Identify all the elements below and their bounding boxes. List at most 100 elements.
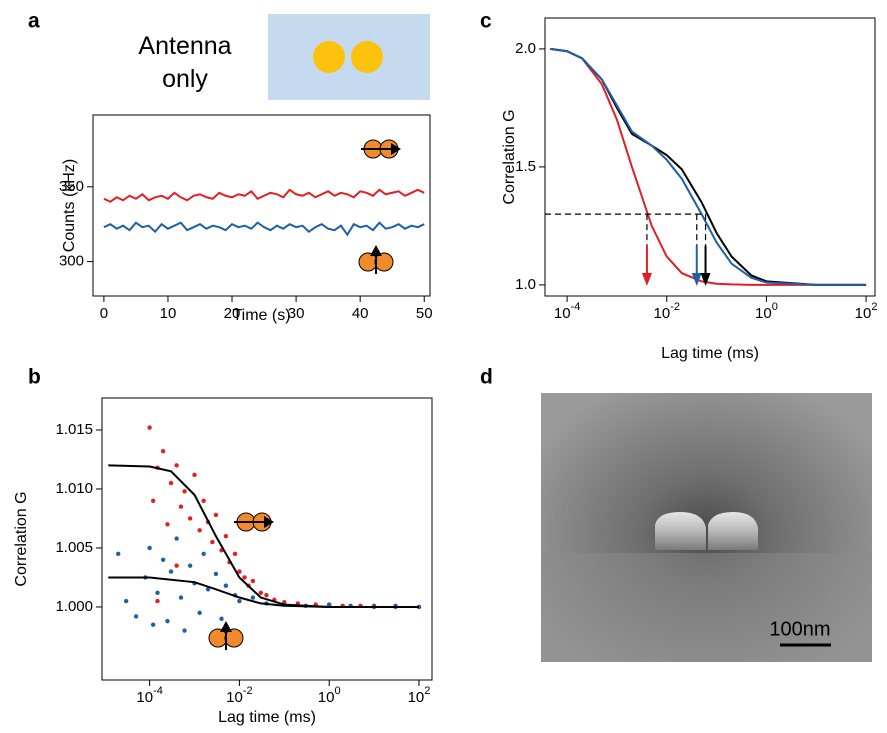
point	[213, 571, 219, 577]
sem-particle	[708, 512, 758, 550]
point	[160, 449, 166, 454]
plot-frame	[92, 114, 431, 297]
point	[197, 528, 202, 533]
x-tick-label: 10-4	[554, 301, 580, 322]
arrow-head	[691, 273, 702, 286]
point	[155, 598, 160, 604]
data-line	[108, 576, 419, 608]
x-axis-label: Lag time (ms)	[218, 709, 316, 726]
x-tick-label: 102	[408, 685, 431, 706]
y-tick-label: 1.5	[515, 158, 536, 175]
point	[213, 512, 219, 518]
point	[116, 551, 121, 557]
plot-frame	[544, 17, 876, 297]
point	[219, 616, 224, 621]
point	[258, 590, 264, 596]
point	[147, 545, 152, 551]
y-tick-label: 1.015	[55, 421, 93, 438]
point	[242, 575, 247, 580]
x-tick-label: 10-2	[654, 301, 680, 322]
data-line	[550, 47, 867, 286]
point	[150, 622, 156, 627]
point	[326, 602, 332, 607]
icon	[361, 139, 401, 159]
icon-arrow-head	[220, 621, 232, 632]
x-tick-label: 50	[416, 305, 433, 322]
point	[165, 618, 170, 624]
panel-label: b	[28, 366, 41, 389]
schematic-particle	[313, 41, 345, 73]
point	[182, 489, 187, 494]
y-tick-label: 1.005	[55, 539, 93, 556]
point	[174, 563, 179, 568]
x-tick-label: 10-4	[136, 685, 162, 706]
point	[174, 463, 179, 468]
data-line	[550, 47, 867, 286]
annotation: Antenna only	[138, 32, 232, 93]
point	[197, 610, 202, 616]
schematic-particle	[351, 41, 383, 73]
point	[237, 569, 242, 574]
point	[178, 504, 184, 509]
x-tick-label: 30	[288, 305, 305, 322]
schematic-background	[268, 14, 430, 100]
y-tick-label: 1.000	[55, 598, 93, 615]
x-tick-label: 40	[352, 305, 369, 322]
point	[205, 587, 211, 592]
data-line	[103, 188, 425, 203]
x-tick-label: 20	[224, 305, 241, 322]
y-axis-label: Counts (kHz)	[61, 159, 78, 252]
x-axis-label: Time (s)	[232, 307, 290, 324]
sem-particle	[655, 512, 706, 550]
data-line	[550, 47, 867, 286]
data-line	[103, 221, 425, 237]
icon	[358, 245, 394, 274]
point	[201, 551, 206, 557]
point	[147, 425, 152, 430]
x-tick-label: 100	[318, 685, 341, 706]
point	[223, 533, 229, 539]
point	[192, 472, 197, 478]
point	[174, 536, 179, 541]
x-tick-label: 0	[100, 305, 108, 322]
y-tick-label: 300	[59, 253, 84, 270]
arrow-head	[700, 273, 711, 286]
point	[223, 583, 229, 588]
point	[123, 598, 129, 604]
panel-label: a	[28, 10, 40, 33]
x-tick-label: 100	[755, 301, 778, 322]
point	[264, 592, 269, 598]
point	[232, 551, 238, 557]
panel-label: c	[480, 10, 492, 33]
point	[237, 598, 242, 604]
plot-frame	[101, 397, 433, 681]
point	[250, 595, 256, 600]
point	[187, 563, 193, 568]
data-line	[108, 464, 419, 608]
arrow-head	[641, 273, 652, 286]
point	[187, 516, 193, 521]
y-tick-label: 2.0	[515, 40, 536, 57]
scale-bar-label: 100nm	[769, 618, 830, 640]
point	[178, 595, 184, 600]
point	[160, 557, 166, 562]
x-tick-label: 102	[855, 301, 878, 322]
icon	[208, 621, 244, 650]
y-tick-label: 1.010	[55, 480, 93, 497]
point	[168, 480, 174, 486]
y-axis-label: Correlation G	[501, 109, 518, 204]
y-axis-label: Correlation G	[13, 491, 30, 586]
sem-image: 100nm	[541, 393, 872, 662]
icon-arrow-head	[370, 245, 382, 256]
point	[155, 590, 160, 596]
point	[210, 539, 215, 545]
panel-label: d	[480, 366, 493, 389]
icon-arrow-head	[391, 143, 401, 155]
y-tick-label: 1.0	[515, 276, 536, 293]
x-axis-label: Lag time (ms)	[661, 345, 759, 362]
point	[168, 569, 174, 574]
point	[201, 498, 206, 503]
y-tick-label: 350	[59, 178, 84, 195]
point	[165, 522, 170, 527]
